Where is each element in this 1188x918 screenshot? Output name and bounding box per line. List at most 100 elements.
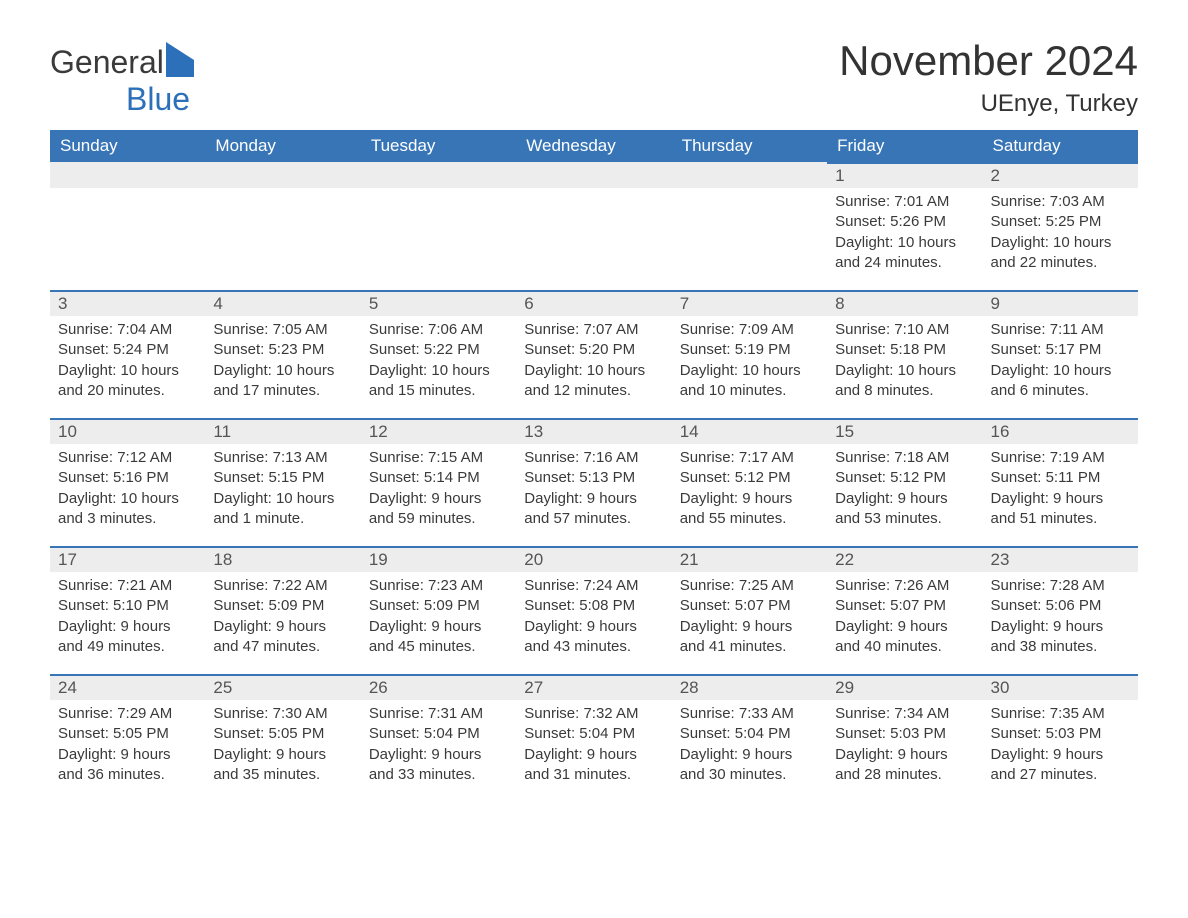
day-number: 2 <box>983 164 1138 188</box>
weekday-header: Sunday <box>50 130 205 162</box>
calendar-cell: 12Sunrise: 7:15 AMSunset: 5:14 PMDayligh… <box>361 418 516 546</box>
day2-line: and 43 minutes. <box>524 637 663 657</box>
sunset-line: Sunset: 5:07 PM <box>680 596 819 616</box>
sunrise-line: Sunrise: 7:03 AM <box>991 192 1130 212</box>
day-body: Sunrise: 7:35 AMSunset: 5:03 PMDaylight:… <box>983 700 1138 793</box>
day-number: 12 <box>361 420 516 444</box>
day2-line: and 59 minutes. <box>369 509 508 529</box>
sunrise-line: Sunrise: 7:17 AM <box>680 448 819 468</box>
logo-text: General Blue <box>50 44 194 118</box>
calendar: SundayMondayTuesdayWednesdayThursdayFrid… <box>50 130 1138 802</box>
day2-line: and 33 minutes. <box>369 765 508 785</box>
day1-line: Daylight: 10 hours <box>991 233 1130 253</box>
day2-line: and 38 minutes. <box>991 637 1130 657</box>
sunset-line: Sunset: 5:04 PM <box>524 724 663 744</box>
day2-line: and 15 minutes. <box>369 381 508 401</box>
empty-day-row <box>205 162 360 188</box>
day-body: Sunrise: 7:15 AMSunset: 5:14 PMDaylight:… <box>361 444 516 537</box>
day-body: Sunrise: 7:32 AMSunset: 5:04 PMDaylight:… <box>516 700 671 793</box>
sunrise-line: Sunrise: 7:09 AM <box>680 320 819 340</box>
day-body: Sunrise: 7:33 AMSunset: 5:04 PMDaylight:… <box>672 700 827 793</box>
sunset-line: Sunset: 5:08 PM <box>524 596 663 616</box>
sunset-line: Sunset: 5:14 PM <box>369 468 508 488</box>
day-number: 17 <box>50 548 205 572</box>
day-wrap: 26Sunrise: 7:31 AMSunset: 5:04 PMDayligh… <box>361 674 516 793</box>
day-body: Sunrise: 7:18 AMSunset: 5:12 PMDaylight:… <box>827 444 982 537</box>
calendar-cell: 23Sunrise: 7:28 AMSunset: 5:06 PMDayligh… <box>983 546 1138 674</box>
day-wrap: 29Sunrise: 7:34 AMSunset: 5:03 PMDayligh… <box>827 674 982 793</box>
day1-line: Daylight: 9 hours <box>835 489 974 509</box>
day-number: 23 <box>983 548 1138 572</box>
day-wrap: 3Sunrise: 7:04 AMSunset: 5:24 PMDaylight… <box>50 290 205 409</box>
calendar-cell: 26Sunrise: 7:31 AMSunset: 5:04 PMDayligh… <box>361 674 516 802</box>
day-wrap: 6Sunrise: 7:07 AMSunset: 5:20 PMDaylight… <box>516 290 671 409</box>
page-title: November 2024 <box>839 40 1138 82</box>
header: General Blue November 2024 UEnye, Turkey <box>50 40 1138 118</box>
day-number: 22 <box>827 548 982 572</box>
day1-line: Daylight: 9 hours <box>991 489 1130 509</box>
day2-line: and 45 minutes. <box>369 637 508 657</box>
day2-line: and 12 minutes. <box>524 381 663 401</box>
day-body: Sunrise: 7:04 AMSunset: 5:24 PMDaylight:… <box>50 316 205 409</box>
calendar-week: 10Sunrise: 7:12 AMSunset: 5:16 PMDayligh… <box>50 418 1138 546</box>
day1-line: Daylight: 10 hours <box>524 361 663 381</box>
day-body: Sunrise: 7:29 AMSunset: 5:05 PMDaylight:… <box>50 700 205 793</box>
calendar-cell: 19Sunrise: 7:23 AMSunset: 5:09 PMDayligh… <box>361 546 516 674</box>
sunset-line: Sunset: 5:07 PM <box>835 596 974 616</box>
sunrise-line: Sunrise: 7:15 AM <box>369 448 508 468</box>
sunset-line: Sunset: 5:09 PM <box>369 596 508 616</box>
empty-day-row <box>50 162 205 188</box>
calendar-cell: 10Sunrise: 7:12 AMSunset: 5:16 PMDayligh… <box>50 418 205 546</box>
day-wrap: 25Sunrise: 7:30 AMSunset: 5:05 PMDayligh… <box>205 674 360 793</box>
day-body: Sunrise: 7:01 AMSunset: 5:26 PMDaylight:… <box>827 188 982 281</box>
day-number: 6 <box>516 292 671 316</box>
calendar-week: 1Sunrise: 7:01 AMSunset: 5:26 PMDaylight… <box>50 162 1138 290</box>
day2-line: and 49 minutes. <box>58 637 197 657</box>
calendar-cell: 28Sunrise: 7:33 AMSunset: 5:04 PMDayligh… <box>672 674 827 802</box>
sunrise-line: Sunrise: 7:22 AM <box>213 576 352 596</box>
day1-line: Daylight: 9 hours <box>991 617 1130 637</box>
sunset-line: Sunset: 5:05 PM <box>213 724 352 744</box>
logo-part1: General <box>50 44 164 80</box>
day2-line: and 28 minutes. <box>835 765 974 785</box>
day-number: 27 <box>516 676 671 700</box>
day2-line: and 47 minutes. <box>213 637 352 657</box>
weekday-header: Wednesday <box>516 130 671 162</box>
day-number: 25 <box>205 676 360 700</box>
day1-line: Daylight: 9 hours <box>835 745 974 765</box>
sunset-line: Sunset: 5:05 PM <box>58 724 197 744</box>
day2-line: and 53 minutes. <box>835 509 974 529</box>
weekday-header: Saturday <box>983 130 1138 162</box>
day1-line: Daylight: 9 hours <box>58 745 197 765</box>
day-body: Sunrise: 7:17 AMSunset: 5:12 PMDaylight:… <box>672 444 827 537</box>
empty-day-row <box>672 162 827 188</box>
day-number: 1 <box>827 164 982 188</box>
day-number: 9 <box>983 292 1138 316</box>
day1-line: Daylight: 10 hours <box>680 361 819 381</box>
calendar-cell <box>50 162 205 290</box>
day1-line: Daylight: 9 hours <box>213 745 352 765</box>
calendar-cell: 8Sunrise: 7:10 AMSunset: 5:18 PMDaylight… <box>827 290 982 418</box>
day-wrap: 5Sunrise: 7:06 AMSunset: 5:22 PMDaylight… <box>361 290 516 409</box>
sunrise-line: Sunrise: 7:16 AM <box>524 448 663 468</box>
calendar-cell: 29Sunrise: 7:34 AMSunset: 5:03 PMDayligh… <box>827 674 982 802</box>
calendar-cell: 20Sunrise: 7:24 AMSunset: 5:08 PMDayligh… <box>516 546 671 674</box>
sunset-line: Sunset: 5:03 PM <box>835 724 974 744</box>
sunset-line: Sunset: 5:11 PM <box>991 468 1130 488</box>
day1-line: Daylight: 10 hours <box>835 233 974 253</box>
empty-day-row <box>361 162 516 188</box>
sunset-line: Sunset: 5:12 PM <box>835 468 974 488</box>
calendar-cell: 7Sunrise: 7:09 AMSunset: 5:19 PMDaylight… <box>672 290 827 418</box>
calendar-body: 1Sunrise: 7:01 AMSunset: 5:26 PMDaylight… <box>50 162 1138 802</box>
day-number: 10 <box>50 420 205 444</box>
day2-line: and 27 minutes. <box>991 765 1130 785</box>
calendar-week: 17Sunrise: 7:21 AMSunset: 5:10 PMDayligh… <box>50 546 1138 674</box>
day-number: 11 <box>205 420 360 444</box>
calendar-cell: 22Sunrise: 7:26 AMSunset: 5:07 PMDayligh… <box>827 546 982 674</box>
day-number: 30 <box>983 676 1138 700</box>
sunrise-line: Sunrise: 7:07 AM <box>524 320 663 340</box>
day2-line: and 55 minutes. <box>680 509 819 529</box>
calendar-cell: 14Sunrise: 7:17 AMSunset: 5:12 PMDayligh… <box>672 418 827 546</box>
day-body: Sunrise: 7:13 AMSunset: 5:15 PMDaylight:… <box>205 444 360 537</box>
sunrise-line: Sunrise: 7:19 AM <box>991 448 1130 468</box>
